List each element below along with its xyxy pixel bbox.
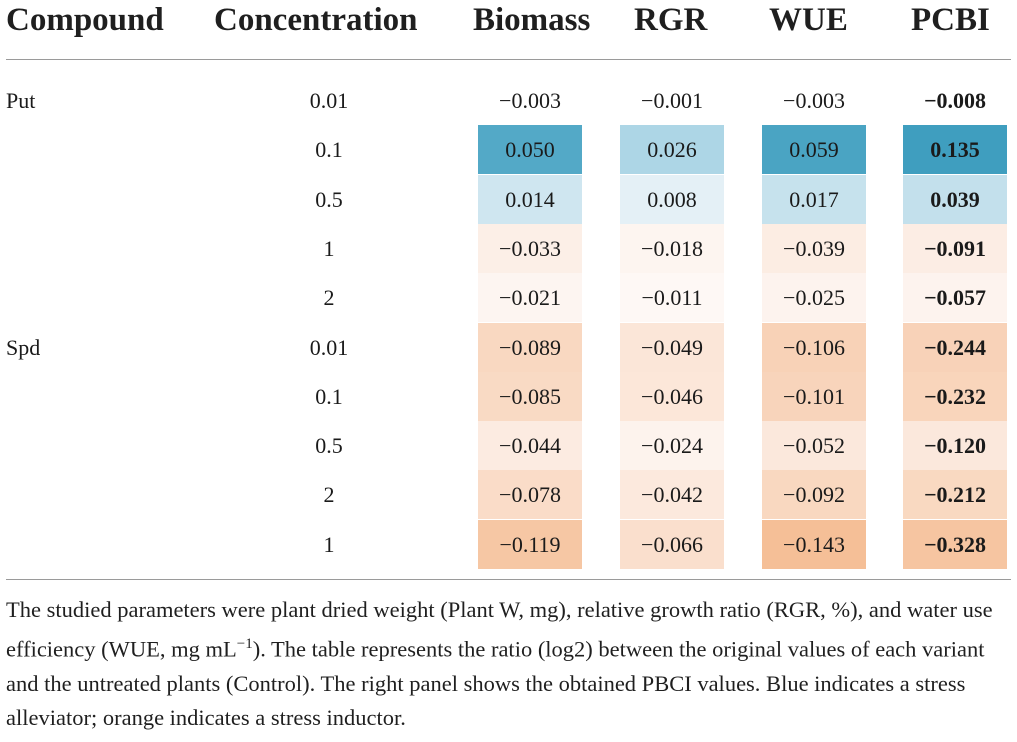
cell-rgr: −0.018 bbox=[620, 223, 724, 273]
cell-pcbi: −0.212 bbox=[903, 470, 1007, 520]
cell-biomass: −0.078 bbox=[478, 470, 582, 520]
table-row: 0.5 0.014 0.008 0.017 0.039 bbox=[0, 174, 1017, 224]
cell-pcbi: 0.135 bbox=[903, 125, 1007, 175]
cell-compound bbox=[6, 520, 126, 569]
cell-compound bbox=[6, 372, 126, 421]
table-row: 0.1 0.050 0.026 0.059 0.135 bbox=[0, 125, 1017, 175]
cell-biomass: −0.085 bbox=[478, 371, 582, 421]
table-row: 0.1 −0.085 −0.046 −0.101 −0.232 bbox=[0, 371, 1017, 421]
cell-wue: −0.039 bbox=[762, 223, 866, 273]
cell-rgr: −0.046 bbox=[620, 371, 724, 421]
cell-rgr: −0.011 bbox=[620, 273, 724, 323]
cell-pcbi: −0.120 bbox=[903, 421, 1007, 471]
cell-pcbi: 0.039 bbox=[903, 174, 1007, 224]
cell-wue: −0.106 bbox=[762, 322, 866, 372]
header-biomass: Biomass bbox=[473, 2, 591, 38]
cell-biomass: −0.119 bbox=[478, 519, 582, 569]
cell-pcbi: −0.244 bbox=[903, 322, 1007, 372]
cell-wue: −0.052 bbox=[762, 421, 866, 471]
cell-compound bbox=[6, 175, 126, 224]
cell-concentration: 0.5 bbox=[315, 186, 343, 212]
cell-wue: 0.017 bbox=[762, 174, 866, 224]
cell-compound bbox=[6, 421, 126, 470]
cell-wue: −0.025 bbox=[762, 273, 866, 323]
cell-pcbi: −0.091 bbox=[903, 223, 1007, 273]
cell-pcbi: −0.232 bbox=[903, 371, 1007, 421]
cell-compound: Put bbox=[6, 88, 36, 113]
header-rgr: RGR bbox=[634, 2, 708, 38]
cell-wue: −0.143 bbox=[762, 519, 866, 569]
cell-pcbi: −0.057 bbox=[903, 273, 1007, 323]
cell-rgr: 0.008 bbox=[620, 174, 724, 224]
footnote-text-end: ). The table represents the ratio (log2)… bbox=[6, 636, 985, 730]
cell-compound: Spd bbox=[6, 334, 41, 360]
table-header: Compound Concentration Biomass RGR WUE P… bbox=[0, 0, 1017, 44]
cell-concentration: 0.01 bbox=[309, 334, 349, 360]
cell-compound bbox=[6, 470, 126, 519]
cell-biomass: −0.089 bbox=[478, 322, 582, 372]
header-pcbi: PCBI bbox=[911, 2, 990, 38]
table-row: 2 −0.021 −0.011 −0.025 −0.057 bbox=[0, 273, 1017, 323]
cell-concentration: 2 bbox=[323, 482, 335, 508]
cell-wue: −0.101 bbox=[762, 371, 866, 421]
cell-concentration: 0.1 bbox=[315, 383, 343, 409]
cell-pcbi: −0.008 bbox=[903, 76, 1007, 125]
cell-rgr: −0.049 bbox=[620, 322, 724, 372]
table-row: 2 −0.078 −0.042 −0.092 −0.212 bbox=[0, 470, 1017, 520]
cell-biomass: −0.033 bbox=[478, 223, 582, 273]
header-concentration: Concentration bbox=[214, 2, 418, 38]
cell-rgr: −0.001 bbox=[620, 76, 724, 125]
table-row: 1 −0.119 −0.066 −0.143 −0.328 bbox=[0, 519, 1017, 569]
cell-biomass: 0.050 bbox=[478, 125, 582, 175]
cell-pcbi: −0.328 bbox=[903, 519, 1007, 569]
table-row: 0.5 −0.044 −0.024 −0.052 −0.120 bbox=[0, 421, 1017, 471]
cell-biomass: 0.014 bbox=[478, 174, 582, 224]
cell-wue: −0.003 bbox=[762, 76, 866, 125]
cell-compound bbox=[6, 125, 126, 174]
cell-rgr: −0.042 bbox=[620, 470, 724, 520]
cell-biomass: −0.003 bbox=[478, 76, 582, 125]
table-row: 1 −0.033 −0.018 −0.039 −0.091 bbox=[0, 223, 1017, 273]
table-row: Put 0.01 −0.003 −0.001 −0.003 −0.008 bbox=[0, 76, 1017, 125]
cell-concentration: 1 bbox=[323, 531, 335, 557]
cell-rgr: −0.024 bbox=[620, 421, 724, 471]
cell-biomass: −0.021 bbox=[478, 273, 582, 323]
cell-rgr: −0.066 bbox=[620, 519, 724, 569]
footnote-superscript: −1 bbox=[236, 636, 253, 652]
cell-compound bbox=[6, 273, 126, 322]
cell-wue: 0.059 bbox=[762, 125, 866, 175]
cell-concentration: 0.01 bbox=[309, 88, 349, 113]
cell-compound bbox=[6, 224, 126, 273]
cell-concentration: 2 bbox=[323, 285, 335, 311]
table-row: Spd 0.01 −0.089 −0.049 −0.106 −0.244 bbox=[0, 322, 1017, 372]
cell-wue: −0.092 bbox=[762, 470, 866, 520]
cell-rgr: 0.026 bbox=[620, 125, 724, 175]
cell-concentration: 0.5 bbox=[315, 433, 343, 459]
header-rule bbox=[6, 59, 1011, 60]
header-wue: WUE bbox=[769, 2, 848, 38]
cell-biomass: −0.044 bbox=[478, 421, 582, 471]
footnote-text: The studied parameters were plant dried … bbox=[6, 597, 993, 662]
header-compound: Compound bbox=[6, 2, 164, 38]
table-footnote: The studied parameters were plant dried … bbox=[6, 593, 1014, 735]
cell-concentration: 1 bbox=[323, 235, 335, 261]
footer-rule bbox=[6, 579, 1011, 580]
cell-concentration: 0.1 bbox=[315, 137, 343, 163]
